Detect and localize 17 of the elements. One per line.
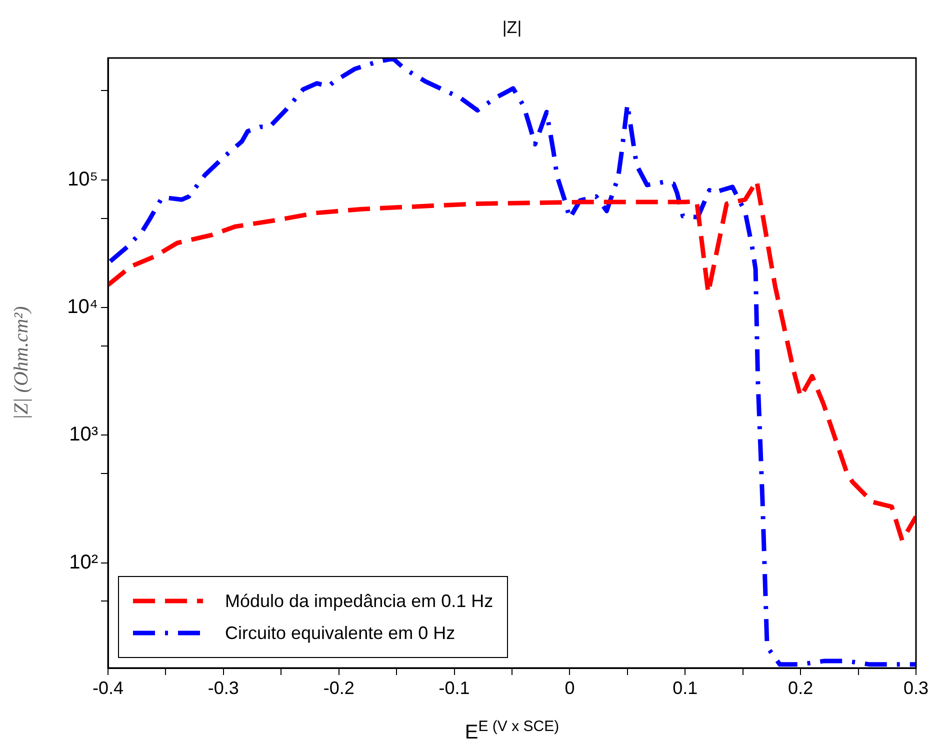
y-tick-label: 10⁵ — [67, 168, 98, 190]
y-tick-label: 10³ — [69, 424, 98, 446]
x-tick-label: -0.1 — [438, 678, 470, 698]
y-tick-label: 10⁴ — [67, 296, 98, 318]
x-tick-label: 0.1 — [672, 678, 698, 698]
legend-label: Circuito equivalente em 0 Hz — [225, 622, 456, 644]
legend-label: Módulo da impedância em 0.1 Hz — [225, 590, 494, 612]
x-tick-label: 0.2 — [788, 678, 814, 698]
y-tick-label: 10² — [69, 551, 98, 574]
x-tick-label: -0.2 — [323, 678, 354, 698]
x-tick-label: 0.3 — [903, 678, 929, 698]
x-axis-title: E$^{E (V x SCE)}$ — [464, 718, 560, 745]
x-tick-label: -0.4 — [92, 678, 124, 698]
y-axis-title: |Z| (Ohm.cm²) — [10, 306, 34, 420]
chart-title: |Z| — [501, 18, 523, 38]
x-tick-label: -0.3 — [208, 678, 239, 698]
x-tick-label: 0 — [564, 678, 575, 698]
